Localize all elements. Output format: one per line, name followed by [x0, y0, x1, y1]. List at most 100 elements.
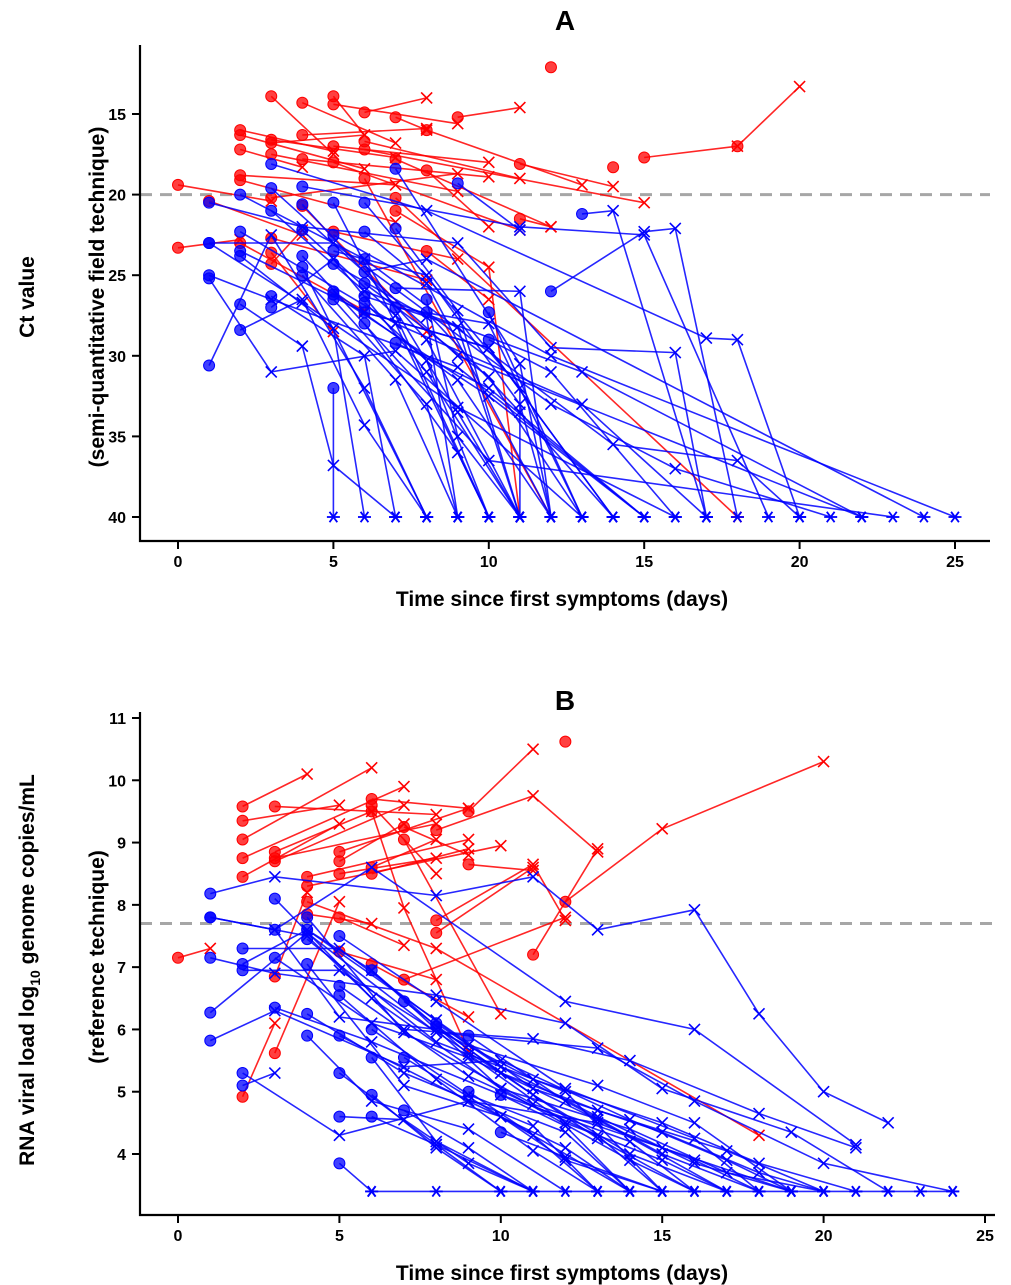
first-sample-marker: [358, 196, 371, 209]
first-sample-marker: [451, 111, 464, 124]
patient-line: [435, 1025, 728, 1193]
follow-up-marker: [430, 973, 443, 986]
below-detection-marker: [494, 1185, 508, 1198]
first-sample-marker: [236, 1090, 249, 1103]
follow-up-marker: [451, 373, 464, 387]
follow-up-marker: [591, 923, 604, 936]
patient-series: [265, 182, 869, 523]
patient-line: [274, 892, 308, 977]
first-sample-marker: [204, 1034, 217, 1047]
panel-a-x-axis-title: Time since first symptoms (days): [396, 588, 728, 611]
patient-series: [301, 895, 766, 1142]
follow-up-marker: [430, 1138, 443, 1151]
follow-up-marker: [688, 1023, 701, 1036]
first-sample-marker: [234, 174, 247, 187]
follow-up-marker: [430, 995, 443, 1008]
first-sample-marker: [389, 204, 402, 217]
first-sample-marker: [301, 1029, 314, 1042]
first-sample-marker: [389, 162, 402, 175]
follow-up-marker: [544, 365, 558, 378]
first-sample-marker: [296, 180, 309, 193]
follow-up-marker: [544, 220, 558, 233]
panel-b-x-ticks: 0 5 10 15 20 25: [174, 1215, 994, 1245]
patient-series: [203, 196, 713, 523]
below-detection-marker: [699, 511, 713, 523]
below-detection-marker: [668, 511, 682, 523]
below-detection-marker: [817, 1185, 831, 1198]
follow-up-marker: [623, 1147, 636, 1161]
patient-series: [397, 833, 507, 1020]
follow-up-marker: [638, 196, 651, 209]
first-sample-marker: [268, 1001, 281, 1014]
follow-up-marker: [591, 1079, 604, 1092]
panel-a-title: A: [555, 5, 575, 36]
first-sample-marker: [265, 182, 278, 195]
follow-up-marker: [420, 311, 433, 324]
below-detection-marker: [720, 1185, 734, 1198]
panel-b-y-axis-title-sub: 10: [27, 970, 43, 986]
follow-up-marker: [494, 1060, 507, 1073]
first-sample-marker: [333, 867, 346, 880]
first-sample-marker: [513, 157, 526, 170]
follow-up-marker: [333, 895, 346, 908]
first-sample-marker: [234, 324, 247, 337]
follow-up-marker: [527, 858, 540, 871]
patient-series: [420, 124, 589, 191]
below-detection-marker: [637, 511, 651, 523]
x-tick-label: 5: [335, 1228, 344, 1245]
follow-up-marker: [482, 390, 495, 403]
follow-up-marker: [688, 1157, 701, 1170]
follow-up-marker: [752, 1007, 766, 1020]
follow-up-marker: [720, 1154, 733, 1167]
y-tick-label: 4: [117, 1147, 126, 1164]
patient-line: [333, 230, 458, 260]
first-sample-marker: [203, 272, 216, 285]
follow-up-marker: [513, 381, 526, 395]
first-sample-marker: [358, 172, 371, 185]
patient-line: [426, 169, 490, 228]
follow-up-marker: [544, 349, 558, 362]
patient-series: [172, 942, 217, 964]
patient-line: [242, 1072, 760, 1193]
patient-line: [210, 957, 889, 1193]
first-sample-marker: [358, 225, 371, 238]
panel-b-axes: [138, 712, 995, 1217]
first-sample-marker: [265, 90, 278, 103]
follow-up-marker: [482, 170, 495, 183]
follow-up-marker: [513, 357, 526, 370]
first-sample-marker: [236, 800, 249, 813]
patient-line: [239, 231, 707, 518]
patient-series: [236, 1066, 281, 1092]
first-sample-marker: [265, 157, 278, 170]
follow-up-marker: [420, 277, 433, 290]
follow-up-marker: [559, 1151, 572, 1164]
follow-up-marker: [397, 1079, 411, 1092]
first-sample-marker: [296, 269, 309, 282]
below-detection-marker: [623, 1185, 637, 1198]
first-sample-marker: [204, 911, 217, 924]
y-tick-label: 9: [117, 836, 126, 853]
follow-up-marker: [482, 293, 495, 306]
y-tick-label: 40: [108, 510, 126, 527]
patient-series: [296, 180, 776, 523]
below-detection-marker: [730, 511, 744, 523]
follow-up-marker: [420, 204, 433, 217]
patient-series: [327, 288, 651, 523]
first-sample-marker: [236, 942, 249, 955]
below-detection-marker: [326, 511, 340, 523]
first-sample-marker: [333, 1029, 346, 1042]
below-detection-marker: [591, 1185, 605, 1198]
follow-up-marker: [430, 867, 443, 880]
first-sample-marker: [365, 1110, 378, 1123]
first-sample-marker: [333, 989, 346, 1002]
patient-series: [607, 161, 620, 174]
panel-b-x-axis-title: Time since first symptoms (days): [396, 1262, 728, 1285]
follow-up-marker: [301, 886, 314, 899]
first-sample-marker: [365, 805, 378, 818]
patient-series: [397, 1104, 540, 1198]
x-tick-label: 15: [653, 1228, 671, 1245]
patient-line: [271, 172, 458, 199]
first-sample-marker: [327, 90, 340, 103]
patient-series: [389, 153, 558, 233]
